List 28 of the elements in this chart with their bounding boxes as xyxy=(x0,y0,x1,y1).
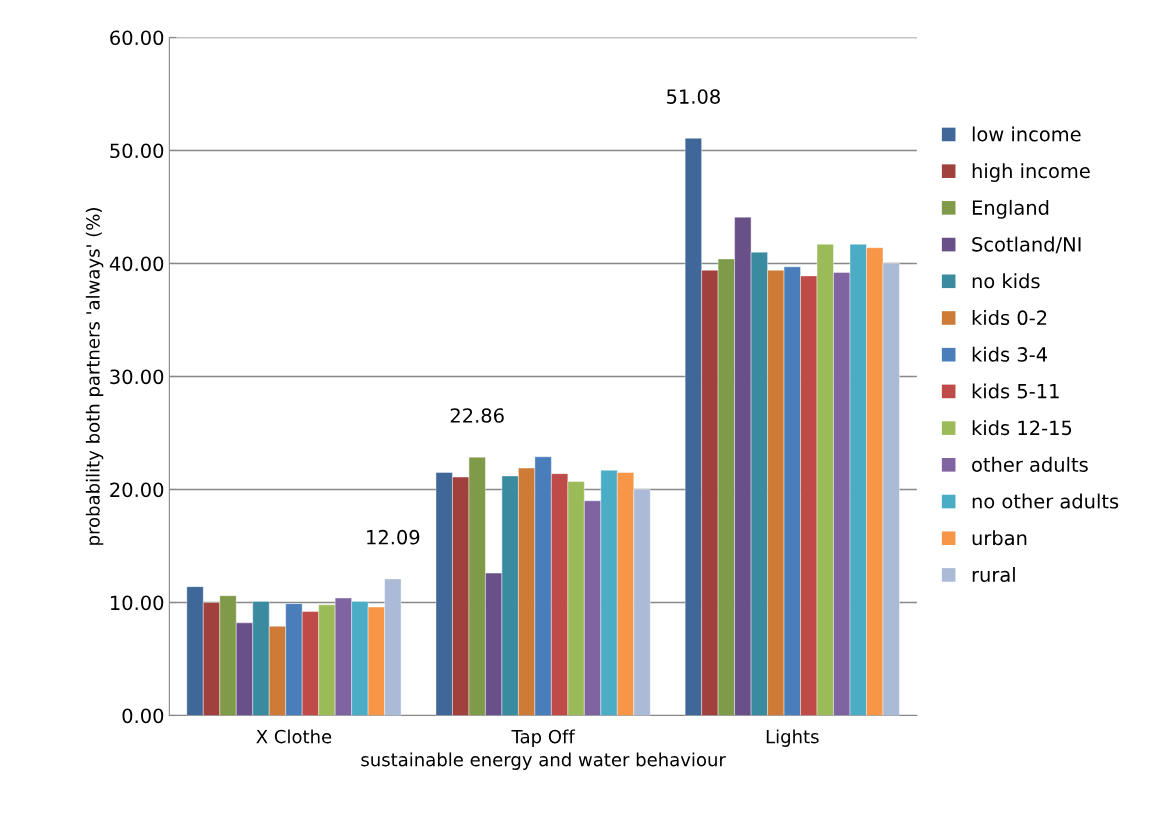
legend-label: rural xyxy=(972,566,1015,583)
y-tick-label: 20.00 xyxy=(110,482,164,498)
legend-label: kids 5-11 xyxy=(972,383,1059,399)
legend-label: kids 0-2 xyxy=(972,310,1047,326)
legend-label: high income xyxy=(972,163,1090,183)
y-tick-label: 40.00 xyxy=(109,256,164,272)
legend-label: no other adults xyxy=(972,493,1119,509)
legend-label: Scotland/NI xyxy=(972,236,1081,254)
legend-label: other adults xyxy=(972,456,1088,472)
data-label: 22.86 xyxy=(450,408,504,423)
legend-label: urban xyxy=(972,530,1027,546)
y-tick-label: 10.00 xyxy=(110,595,164,611)
legend-label: no kids xyxy=(972,273,1040,289)
legend-label: kids 3-4 xyxy=(972,346,1048,362)
x-tick-label: X Clothe xyxy=(256,729,332,744)
legend-label: England xyxy=(972,199,1049,219)
y-tick-label: 0.00 xyxy=(122,708,164,724)
y-axis-title: probability both partners 'always' (%) xyxy=(85,208,104,545)
data-label: 51.08 xyxy=(667,89,720,104)
x-tick-label: Lights xyxy=(766,729,819,747)
y-tick-label: 60.00 xyxy=(110,30,164,46)
legend-label: kids 12-15 xyxy=(972,420,1072,436)
data-label: 12.09 xyxy=(367,529,420,545)
legend-label: low income xyxy=(972,126,1081,142)
y-tick-label: 50.00 xyxy=(110,143,164,159)
x-tick-label: Tap Off xyxy=(511,729,576,747)
y-tick-label: 30.00 xyxy=(110,369,164,385)
x-axis-title: sustainable energy and water behaviour xyxy=(361,752,726,770)
